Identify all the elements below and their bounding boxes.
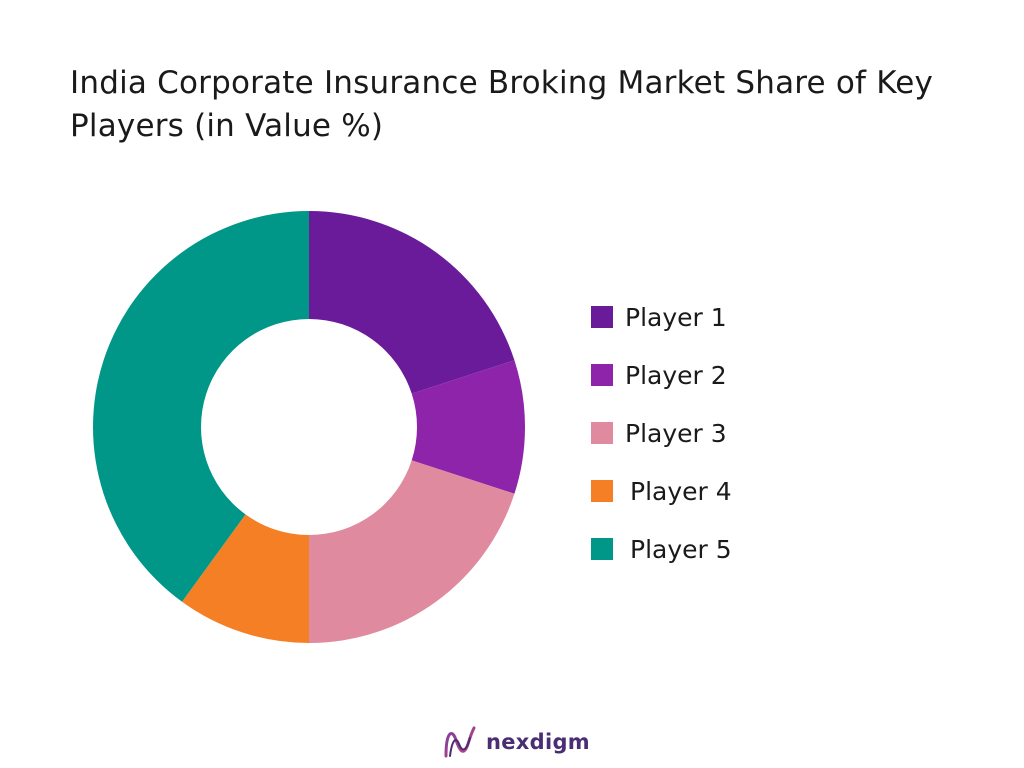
logo-text: nexdigm <box>486 730 590 754</box>
legend-swatch <box>591 480 613 502</box>
slice-player-5 <box>93 211 309 602</box>
legend-item-player-2: Player 2 <box>591 358 727 392</box>
slice-player-4 <box>182 514 309 643</box>
legend-swatch <box>591 422 613 444</box>
legend-swatch <box>591 364 613 386</box>
legend-item-player-3: Player 3 <box>591 416 727 450</box>
legend-label: Player 2 <box>625 360 727 390</box>
legend-item-player-5: Player 5 <box>591 532 732 566</box>
slice-player-1 <box>309 211 515 394</box>
legend-swatch <box>591 538 613 560</box>
legend-item-player-1: Player 1 <box>591 300 727 334</box>
legend-label: Player 4 <box>630 476 732 506</box>
legend-label: Player 3 <box>625 418 727 448</box>
chart-title: India Corporate Insurance Broking Market… <box>70 65 934 144</box>
brand-logo: nexdigm <box>440 722 590 762</box>
nexdigm-wave-icon <box>444 726 476 758</box>
legend-label: Player 1 <box>625 302 727 332</box>
slice-player-2 <box>411 360 525 494</box>
legend-item-player-4: Player 4 <box>591 474 732 508</box>
legend-label: Player 5 <box>630 534 732 564</box>
slice-player-3 <box>309 460 515 643</box>
legend-swatch <box>591 306 613 328</box>
donut-slices <box>93 211 525 643</box>
